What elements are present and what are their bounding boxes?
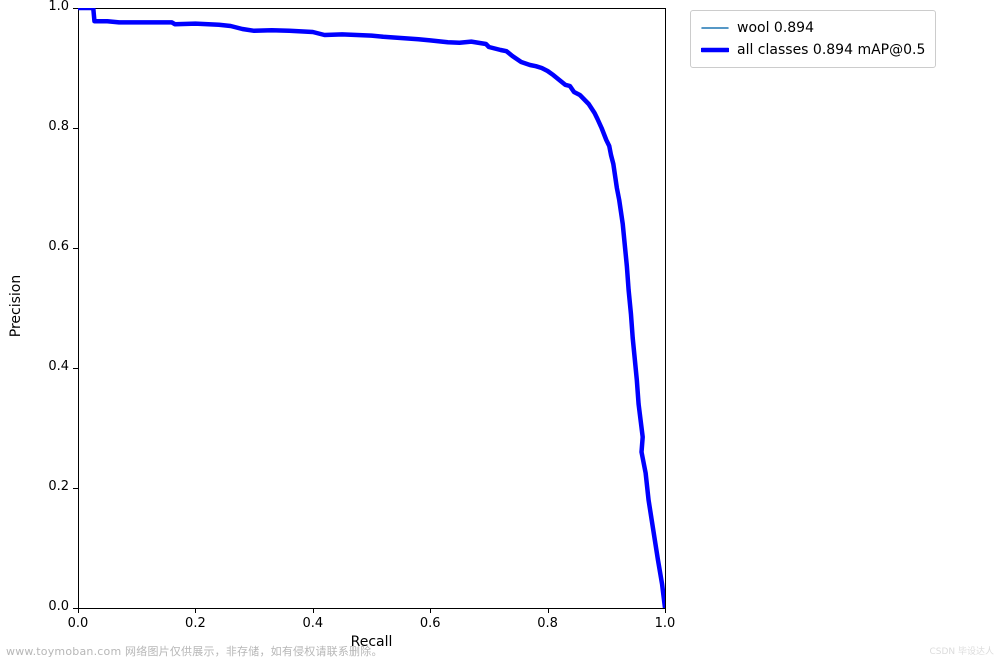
- x-tick-label: 0.0: [58, 616, 98, 631]
- legend-row-all-classes: all classes 0.894 mAP@0.5: [701, 39, 925, 61]
- watermark-right: CSDN 毕设达人: [929, 644, 994, 657]
- y-tick-label: 0.0: [48, 599, 69, 614]
- y-tick: [73, 8, 78, 9]
- y-tick-label: 0.8: [48, 119, 69, 134]
- y-tick-label: 1.0: [48, 0, 69, 14]
- x-tick-label: 0.4: [293, 616, 333, 631]
- y-tick: [73, 368, 78, 369]
- spine-right: [665, 8, 666, 608]
- x-tick-label: 0.2: [175, 616, 215, 631]
- x-tick-label: 0.6: [410, 616, 450, 631]
- y-tick-label: 0.4: [48, 359, 69, 374]
- y-tick-label: 0.6: [48, 239, 69, 254]
- plot-area: [78, 8, 665, 608]
- y-tick: [73, 128, 78, 129]
- y-tick-label: 0.2: [48, 479, 69, 494]
- legend-label: wool 0.894: [737, 20, 814, 36]
- y-tick: [73, 488, 78, 489]
- x-tick: [195, 608, 196, 613]
- x-tick: [548, 608, 549, 613]
- spine-top: [78, 8, 665, 9]
- chart-stage: 0.00.20.40.60.81.00.00.20.40.60.81.0Reca…: [0, 0, 1000, 663]
- x-tick-label: 0.8: [528, 616, 568, 631]
- y-tick: [73, 608, 78, 609]
- x-tick: [430, 608, 431, 613]
- legend-label: all classes 0.894 mAP@0.5: [737, 42, 925, 58]
- x-tick: [313, 608, 314, 613]
- legend-swatch-icon: [701, 43, 729, 57]
- x-tick: [78, 608, 79, 613]
- legend-swatch-icon: [701, 21, 729, 35]
- legend: wool 0.894 all classes 0.894 mAP@0.5: [690, 10, 936, 68]
- y-axis-label: Precision: [8, 256, 24, 356]
- watermark-left: www.toymoban.com 网络图片仅供展示，非存储，如有侵权请联系删除。: [6, 643, 383, 659]
- legend-row-wool: wool 0.894: [701, 17, 925, 39]
- x-tick-label: 1.0: [645, 616, 685, 631]
- y-tick: [73, 248, 78, 249]
- spine-bottom: [78, 608, 666, 609]
- spine-left: [78, 8, 79, 608]
- x-tick: [665, 608, 666, 613]
